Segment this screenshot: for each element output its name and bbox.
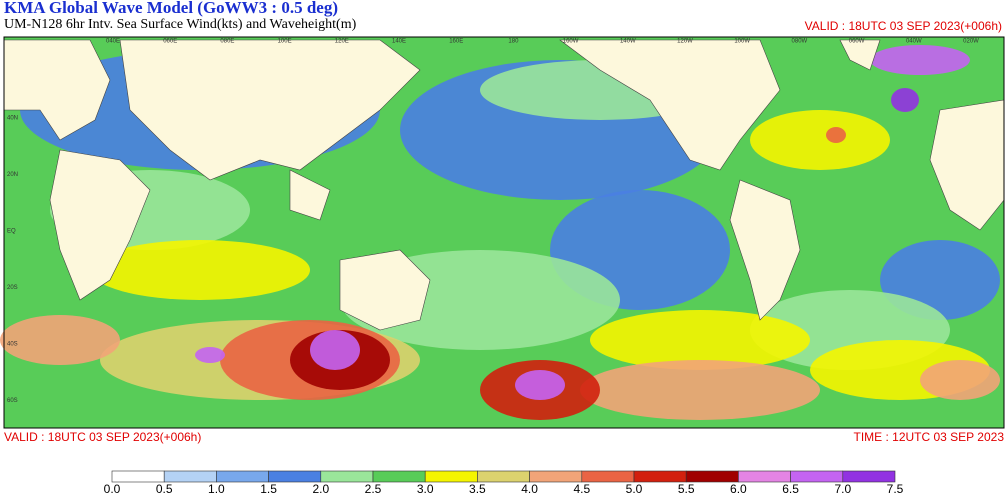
land xyxy=(3,39,111,141)
lat-label: 40S xyxy=(7,342,18,348)
colorbar-box xyxy=(790,470,844,483)
lon-label: 080W xyxy=(792,39,808,45)
colorbar-label: 4.5 xyxy=(573,482,590,496)
colorbar-box xyxy=(111,470,165,483)
colorbar-box xyxy=(529,470,583,483)
subtitle: UM-N128 6hr Intv. Sea Surface Wind(kts) … xyxy=(4,17,357,32)
lon-label: 100W xyxy=(734,39,750,45)
valid-top: VALID : 18UTC 03 SEP 2023(+006h) xyxy=(805,19,1002,33)
lon-label: 040E xyxy=(106,39,120,45)
wave-field xyxy=(826,127,846,143)
land xyxy=(729,179,801,321)
colorbar-label: 0.5 xyxy=(156,482,173,496)
lon-label: 120E xyxy=(335,39,349,45)
colorbar-box xyxy=(424,470,478,483)
map-border xyxy=(3,36,1005,429)
lon-label: 060W xyxy=(849,39,865,45)
colorbar-label: 1.0 xyxy=(208,482,225,496)
lon-label: 100E xyxy=(278,39,292,45)
wave-field xyxy=(870,45,970,75)
colorbar-box xyxy=(633,470,687,483)
lon-label: 080E xyxy=(220,39,234,45)
lon-label: 140E xyxy=(392,39,406,45)
colorbar-label: 7.5 xyxy=(887,482,904,496)
colorbar-box xyxy=(477,470,530,483)
wave-field xyxy=(90,240,310,300)
colorbar-box xyxy=(320,470,374,483)
colorbar-box xyxy=(216,470,269,483)
wave-field xyxy=(310,330,360,370)
colorbar: 0.0 0.5 1.0 1.5 2.0 2.5 3.0 3.5 4.0 4.5 5.0 5.5 6.0 6… xyxy=(104,470,904,496)
colorbar-label: 2.0 xyxy=(312,482,329,496)
lon-label: 180 xyxy=(508,39,519,45)
lon-label: 160E xyxy=(449,39,463,45)
wave-field xyxy=(590,310,810,370)
wave-field xyxy=(0,315,120,365)
wave-field xyxy=(750,110,890,170)
land xyxy=(559,39,781,171)
time: TIME : 12UTC 03 SEP 2023 xyxy=(853,430,1004,444)
lon-label: 140W xyxy=(620,39,636,45)
valid-bottom: VALID : 18UTC 03 SEP 2023(+006h) xyxy=(4,430,201,444)
land xyxy=(289,169,331,221)
wave-field xyxy=(195,347,225,363)
lon-label: 060E xyxy=(163,39,177,45)
colorbar-label: 7.0 xyxy=(834,482,851,496)
land xyxy=(49,149,151,301)
colorbar-label: 2.5 xyxy=(365,482,382,496)
wave-field xyxy=(920,360,1000,400)
colorbar-label: 3.0 xyxy=(417,482,434,496)
colorbar-label: 4.0 xyxy=(521,482,538,496)
colorbar-box xyxy=(738,470,791,483)
lat-label: 20S xyxy=(7,285,18,291)
colorbar-label: 1.5 xyxy=(260,482,277,496)
colorbar-label: 5.0 xyxy=(626,482,643,496)
wave-field xyxy=(891,88,919,112)
colorbar-box xyxy=(685,470,739,483)
colorbar-label: 3.5 xyxy=(469,482,486,496)
colorbar-label: 6.5 xyxy=(782,482,799,496)
colorbar-label: 0.0 xyxy=(104,482,121,496)
colorbar-box xyxy=(268,470,322,483)
lat-label: 40N xyxy=(7,116,18,122)
land xyxy=(839,39,881,71)
colorbar-label: 6.0 xyxy=(730,482,747,496)
colorbar-box xyxy=(163,470,217,483)
lon-label: 020W xyxy=(963,39,979,45)
lat-label: 60S xyxy=(7,398,18,404)
lon-label: 040W xyxy=(906,39,922,45)
colorbar-label: 5.5 xyxy=(678,482,695,496)
lon-label: 160W xyxy=(563,39,579,45)
land xyxy=(339,249,431,331)
wave-field xyxy=(515,370,565,400)
colorbar-box xyxy=(842,470,896,483)
wave-field xyxy=(580,360,820,420)
colorbar-box xyxy=(581,470,635,483)
lat-label: EQ xyxy=(7,229,16,235)
land xyxy=(119,39,421,181)
lon-label: 120W xyxy=(677,39,693,45)
map: 40N 20N EQ 20S 40S 60S 040E 060E 080E 100E 120E 140… xyxy=(0,36,1005,429)
title: KMA Global Wave Model (GoWW3 : 0.5 deg) xyxy=(4,0,338,17)
colorbar-box xyxy=(372,470,426,483)
lat-label: 20N xyxy=(7,172,18,178)
